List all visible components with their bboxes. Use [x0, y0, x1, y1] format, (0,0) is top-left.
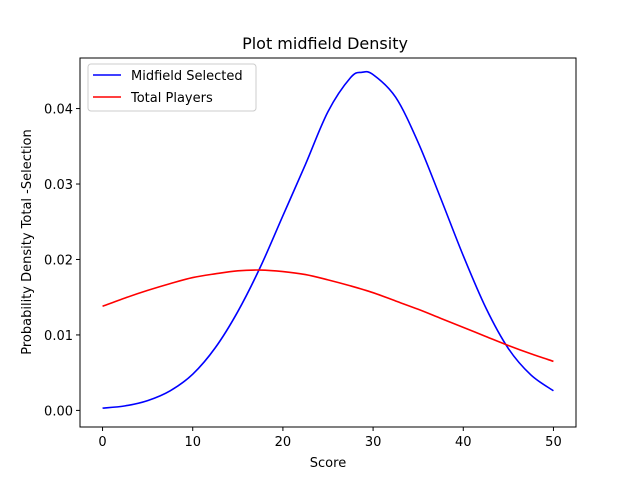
- legend-label-total-players: Total Players: [130, 91, 213, 106]
- x-tick-label: 0: [98, 435, 106, 450]
- legend-box: [87, 63, 257, 112]
- x-axis: 0 10 20 30 40 50: [98, 427, 562, 450]
- legend-label-midfield-selected: Midfield Selected: [131, 69, 243, 84]
- y-axis: 0.00 0.01 0.02 0.03 0.04: [44, 103, 80, 419]
- series-line-midfield-selected: [102, 70, 554, 409]
- series-layer: [102, 70, 554, 409]
- plot-frame: [79, 57, 577, 428]
- chart-title: Plot midfield Density: [242, 34, 408, 53]
- y-tick-label: 0.03: [44, 178, 73, 193]
- x-tick-label: 10: [184, 435, 201, 450]
- series-line-total-players: [102, 269, 554, 363]
- x-tick-label: 20: [275, 435, 292, 450]
- y-axis-label: Probability Density Total -Selection: [20, 129, 35, 355]
- y-tick-label: 0.02: [44, 253, 73, 268]
- y-tick-label: 0.01: [44, 329, 73, 344]
- x-tick-label: 40: [455, 435, 472, 450]
- y-tick-label: 0.00: [44, 404, 73, 419]
- x-axis-label: Score: [310, 456, 346, 471]
- x-tick-label: 50: [545, 435, 562, 450]
- legend: Midfield Selected Total Players: [87, 63, 257, 112]
- x-tick-label: 30: [365, 435, 382, 450]
- y-tick-label: 0.04: [44, 103, 73, 118]
